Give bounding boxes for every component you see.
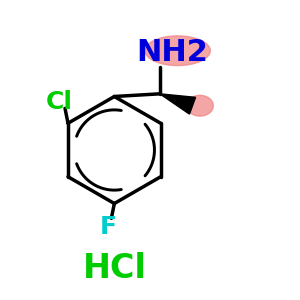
Text: NH2: NH2 <box>136 38 208 67</box>
Text: HCl: HCl <box>82 252 146 285</box>
Text: F: F <box>100 215 117 239</box>
Text: Cl: Cl <box>46 90 73 114</box>
Ellipse shape <box>187 95 213 116</box>
Polygon shape <box>160 94 196 114</box>
Ellipse shape <box>145 36 210 66</box>
